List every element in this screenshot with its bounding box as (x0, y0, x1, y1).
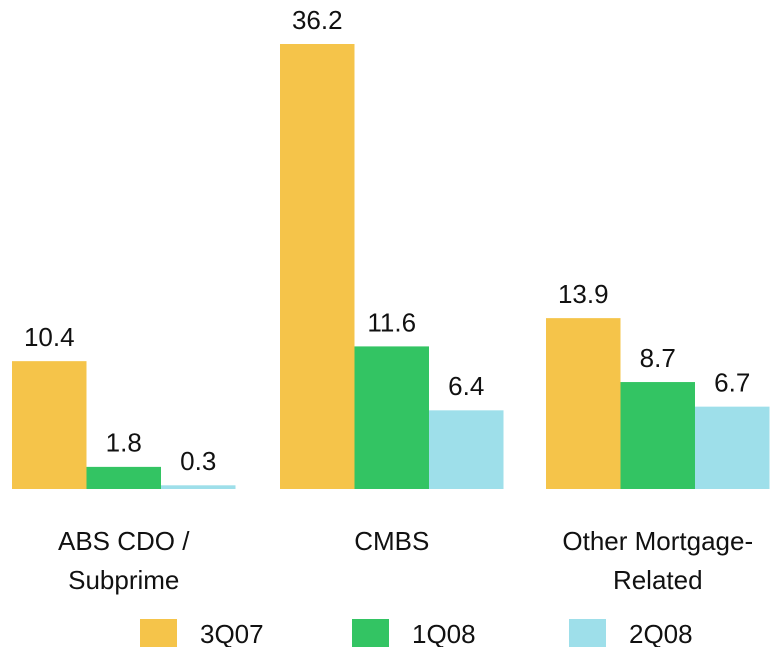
bar (620, 382, 695, 489)
bar (280, 44, 355, 489)
legend-label: 3Q07 (200, 619, 264, 647)
value-label: 10.4 (24, 322, 75, 352)
legend-label: 1Q08 (412, 619, 476, 647)
bar (86, 466, 161, 489)
value-label: 13.9 (558, 279, 609, 309)
x-tick-label: CMBS (354, 526, 430, 556)
value-label: 11.6 (367, 307, 416, 337)
value-label: 8.7 (640, 343, 676, 373)
value-label: 1.8 (106, 428, 142, 458)
value-label: 6.7 (714, 368, 750, 398)
bar (695, 406, 770, 489)
value-label: 6.4 (448, 371, 484, 401)
x-tick-label: ABS CDO / Subprime (58, 526, 190, 595)
legend-swatch (140, 619, 177, 647)
value-label: 0.3 (180, 446, 216, 476)
bar (161, 485, 236, 489)
bar (354, 346, 429, 489)
bar (546, 318, 621, 489)
legend-swatch (352, 619, 389, 647)
bar (429, 410, 504, 489)
x-tick-label: Other Mortgage- Related (562, 526, 754, 595)
bar (12, 361, 87, 489)
legend-swatch (569, 619, 606, 647)
legend-label: 2Q08 (629, 619, 693, 647)
value-label: 36.2 (292, 5, 343, 35)
